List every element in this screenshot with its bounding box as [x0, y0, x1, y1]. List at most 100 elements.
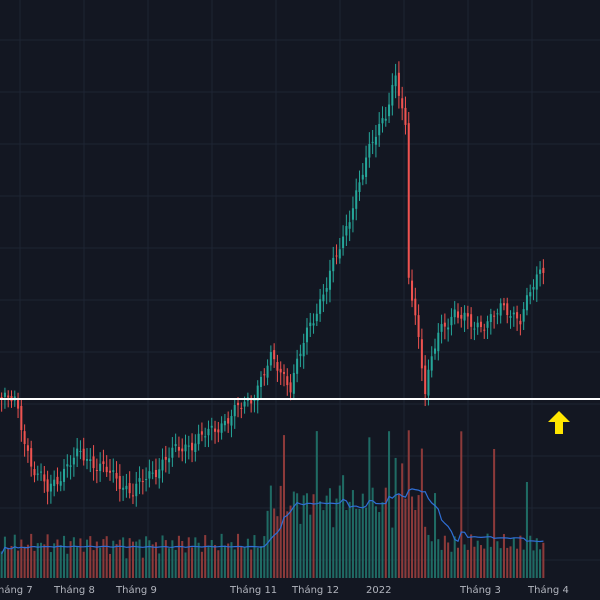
volume-bar: [95, 541, 98, 578]
candle-body: [502, 303, 505, 306]
candle-body: [181, 448, 184, 452]
volume-bar: [345, 510, 348, 578]
candle: [489, 308, 492, 335]
candle: [53, 470, 56, 497]
volume-bar: [276, 516, 279, 578]
volume-bar: [338, 485, 341, 578]
candle: [466, 305, 469, 330]
x-tick-label: 2022: [366, 585, 391, 596]
x-tick-label: Tháng 12: [291, 584, 339, 596]
candle: [355, 178, 358, 221]
candle: [112, 458, 115, 483]
candle: [463, 305, 466, 332]
candle-body: [404, 107, 407, 125]
candle: [36, 465, 39, 481]
candle-body: [46, 479, 49, 492]
candle-body: [197, 433, 200, 445]
candle-body: [161, 459, 164, 471]
candle-body: [325, 287, 328, 292]
volume-bar: [158, 553, 161, 578]
candle: [125, 473, 128, 498]
candle: [282, 364, 286, 387]
candle-body: [539, 269, 542, 274]
candle-body: [509, 316, 512, 318]
candle: [388, 92, 391, 124]
volume-bar: [315, 431, 318, 578]
candle: [89, 448, 92, 473]
volume-bar: [479, 545, 482, 578]
candle-body: [388, 104, 391, 117]
candle-body: [466, 313, 469, 317]
candle-body: [391, 84, 394, 106]
volume-bar: [256, 547, 259, 578]
candle-body: [158, 469, 161, 479]
volume-bar: [476, 540, 479, 578]
candle-body: [332, 257, 335, 272]
candle-body: [496, 313, 499, 315]
volume-bar: [85, 539, 89, 578]
volume-bar: [53, 543, 56, 578]
candle: [72, 447, 75, 477]
volume-bar: [30, 533, 33, 578]
volume-bar: [535, 538, 538, 578]
candle-body: [89, 459, 92, 461]
volume-bar: [417, 495, 420, 578]
candle: [296, 349, 299, 383]
volume-bar: [289, 505, 292, 578]
candle-body: [479, 321, 482, 328]
candle-body: [40, 471, 43, 473]
candle: [23, 424, 26, 457]
candle: [118, 464, 121, 502]
volume-bar: [430, 541, 433, 578]
candle: [33, 461, 36, 483]
volume-bar: [522, 549, 525, 578]
candle-body: [276, 362, 279, 371]
volume-bar: [118, 539, 121, 578]
candle: [92, 445, 95, 481]
volume-bar: [440, 549, 443, 578]
volume-bar: [371, 487, 374, 578]
candle-body: [499, 303, 502, 316]
volume-bar: [532, 550, 535, 578]
volume-bar: [227, 543, 230, 578]
candle-body: [210, 425, 213, 428]
candle-body: [259, 376, 263, 387]
volume-bar: [171, 540, 174, 578]
volume-bar: [450, 551, 453, 578]
volume-bar: [217, 550, 220, 578]
volume-bar: [473, 546, 476, 578]
candle-body: [56, 476, 59, 485]
volume-bar: [391, 527, 394, 578]
candle-body: [253, 399, 256, 401]
candle-body: [397, 72, 400, 96]
candle-body: [263, 374, 266, 376]
candle-body: [437, 332, 440, 352]
candle-body: [440, 324, 443, 332]
volume-bar: [177, 535, 180, 578]
candle: [499, 298, 502, 324]
candle: [63, 459, 66, 491]
candle: [384, 106, 387, 127]
candle-body: [355, 190, 358, 209]
candle-body: [92, 456, 95, 469]
candle: [345, 214, 348, 246]
volume-bar: [148, 540, 151, 578]
candle-body: [135, 483, 138, 497]
candle: [131, 483, 134, 505]
volume-bar: [516, 548, 519, 578]
candle: [486, 315, 489, 339]
volume-bar: [483, 548, 486, 578]
volume-bar: [240, 546, 243, 578]
candle-body: [237, 402, 240, 406]
candle-body: [115, 472, 118, 479]
candle-body: [315, 313, 318, 322]
volume-bar: [135, 541, 138, 578]
candle: [407, 111, 410, 285]
candle: [443, 313, 446, 340]
candle-body: [63, 468, 66, 482]
candle-body: [112, 470, 115, 472]
candle-body: [200, 431, 203, 435]
candle: [456, 303, 460, 324]
candle: [273, 343, 276, 368]
candle: [519, 314, 522, 336]
